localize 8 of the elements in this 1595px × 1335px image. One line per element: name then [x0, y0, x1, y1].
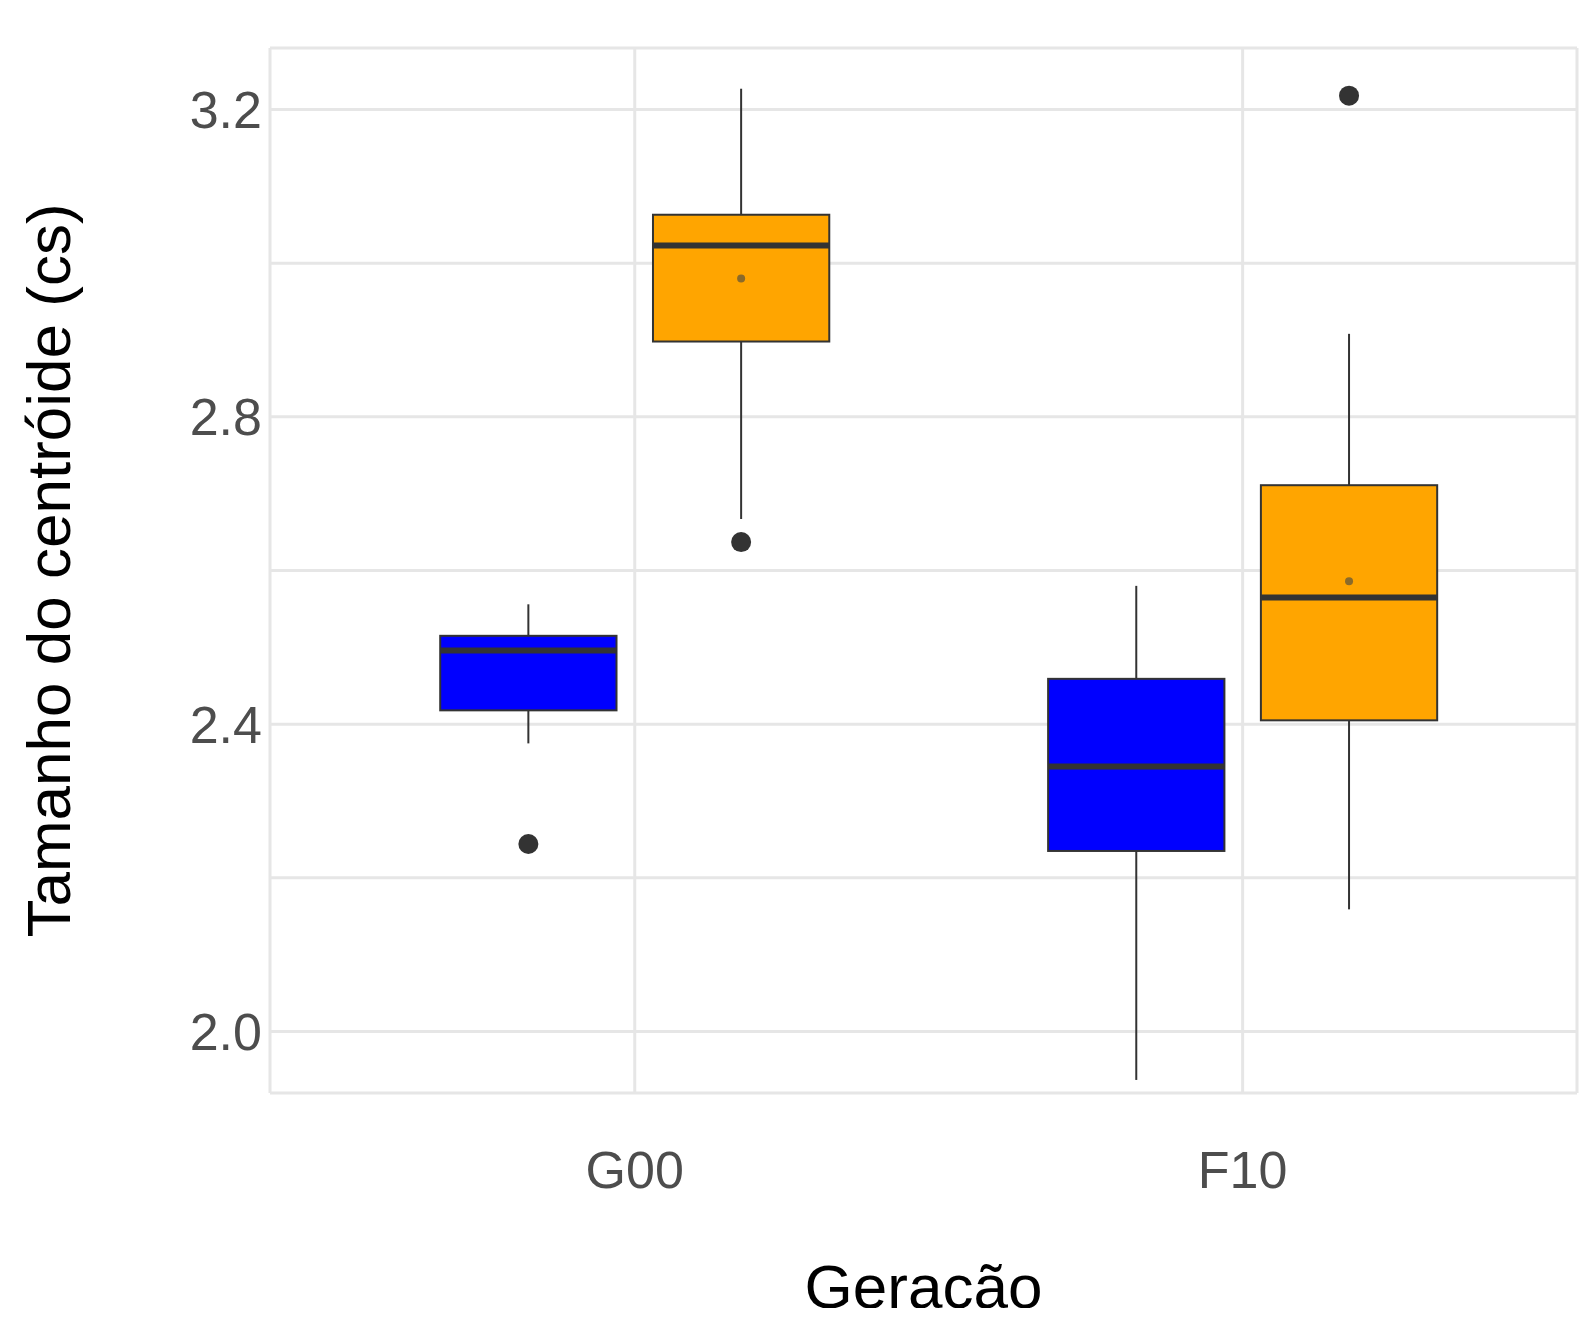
y-tick-label: 2.8: [189, 388, 262, 447]
x-tick-label: F10: [1197, 1140, 1288, 1199]
x-tick-label: G00: [585, 1140, 684, 1199]
y-axis-title: Tamanho do centróide (cs): [14, 203, 84, 938]
y-tick-label: 2.4: [189, 695, 262, 754]
x-axis-title: Geracão: [804, 1252, 1043, 1321]
y-tick-label: 2.0: [189, 1002, 262, 1061]
y-tick-label: 3.2: [189, 80, 262, 139]
